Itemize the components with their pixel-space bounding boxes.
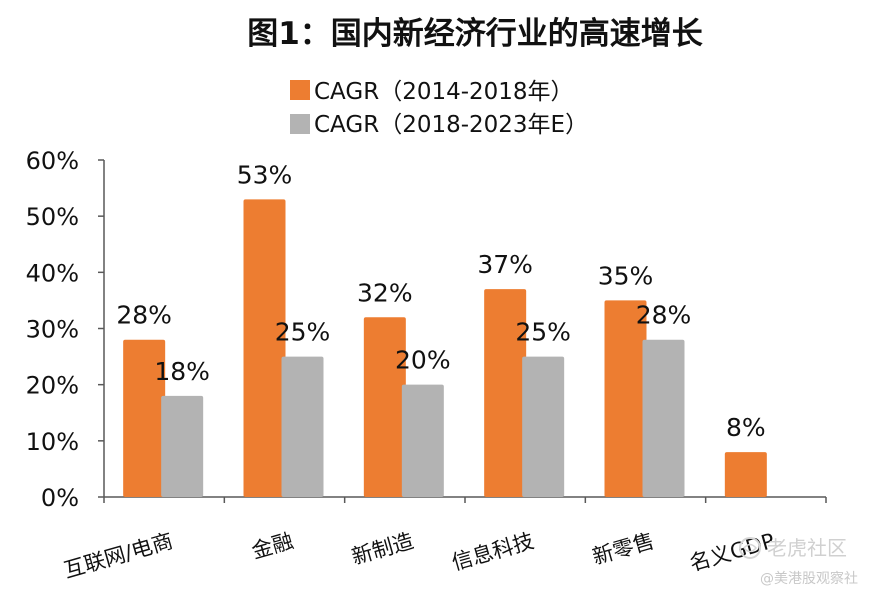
data-label: 25% [275,318,331,347]
bar-series-1 [243,199,286,498]
bar-series-2 [161,395,204,497]
data-label: 53% [237,160,293,189]
bar-series-2 [522,356,565,497]
bar-series-1 [123,339,166,497]
chart-title: 图1：国内新经济行业的高速增长 [247,16,703,52]
x-category-label: 互联网/电商 [61,529,175,583]
data-label: 8% [726,413,766,442]
watermark-logo-icon [739,537,761,559]
data-label: 28% [116,301,172,330]
watermark-source: @美港股观察社 [760,570,858,587]
watermark-logo-stroke-icon [743,543,757,553]
x-category-label: 新制造 [349,529,416,569]
legend: CAGR（2014-2018年） CAGR（2018-2023年E） [290,79,588,138]
x-category-label: 信息科技 [449,529,536,575]
data-label: 32% [357,278,413,307]
bar-series-1 [363,317,406,497]
y-tick-label: 30% [26,316,79,344]
legend-swatch-series-2 [290,114,310,134]
x-category-label: 金融 [249,529,296,564]
x-category-label: 新零售 [590,529,657,569]
data-label: 35% [598,261,654,290]
data-label: 28% [636,301,692,330]
data-label: 20% [395,346,451,375]
plot-area: 0% 10% 20% 30% 40% 50% 60% 28% 53% 32% 37% 35% 8% 18%… [26,147,827,583]
y-tick-label: 60% [26,147,79,175]
legend-label-series-1: CAGR（2014-2018年） [314,79,574,105]
data-label: 37% [477,250,533,279]
watermark: 老虎社区 @美港股观察社 [739,536,858,587]
y-tick-label: 40% [26,259,79,287]
x-category-label: 名义GDP [687,529,777,576]
data-label: 18% [154,357,210,386]
y-tick-label: 10% [26,428,79,456]
bar-series-1 [604,300,647,497]
y-tick-label: 20% [26,372,79,400]
bar-series-1 [724,452,767,497]
watermark-brand: 老虎社区 [767,536,847,560]
bar-series-2 [642,339,685,497]
y-tick-label: 50% [26,203,79,231]
legend-label-series-2: CAGR（2018-2023年E） [314,112,588,138]
bar-series-2 [281,356,324,497]
bar-series-1 [484,289,527,497]
y-tick-label: 0% [41,484,79,512]
legend-swatch-series-1 [290,80,310,100]
bar-series-2 [401,384,444,497]
data-label: 25% [515,318,571,347]
